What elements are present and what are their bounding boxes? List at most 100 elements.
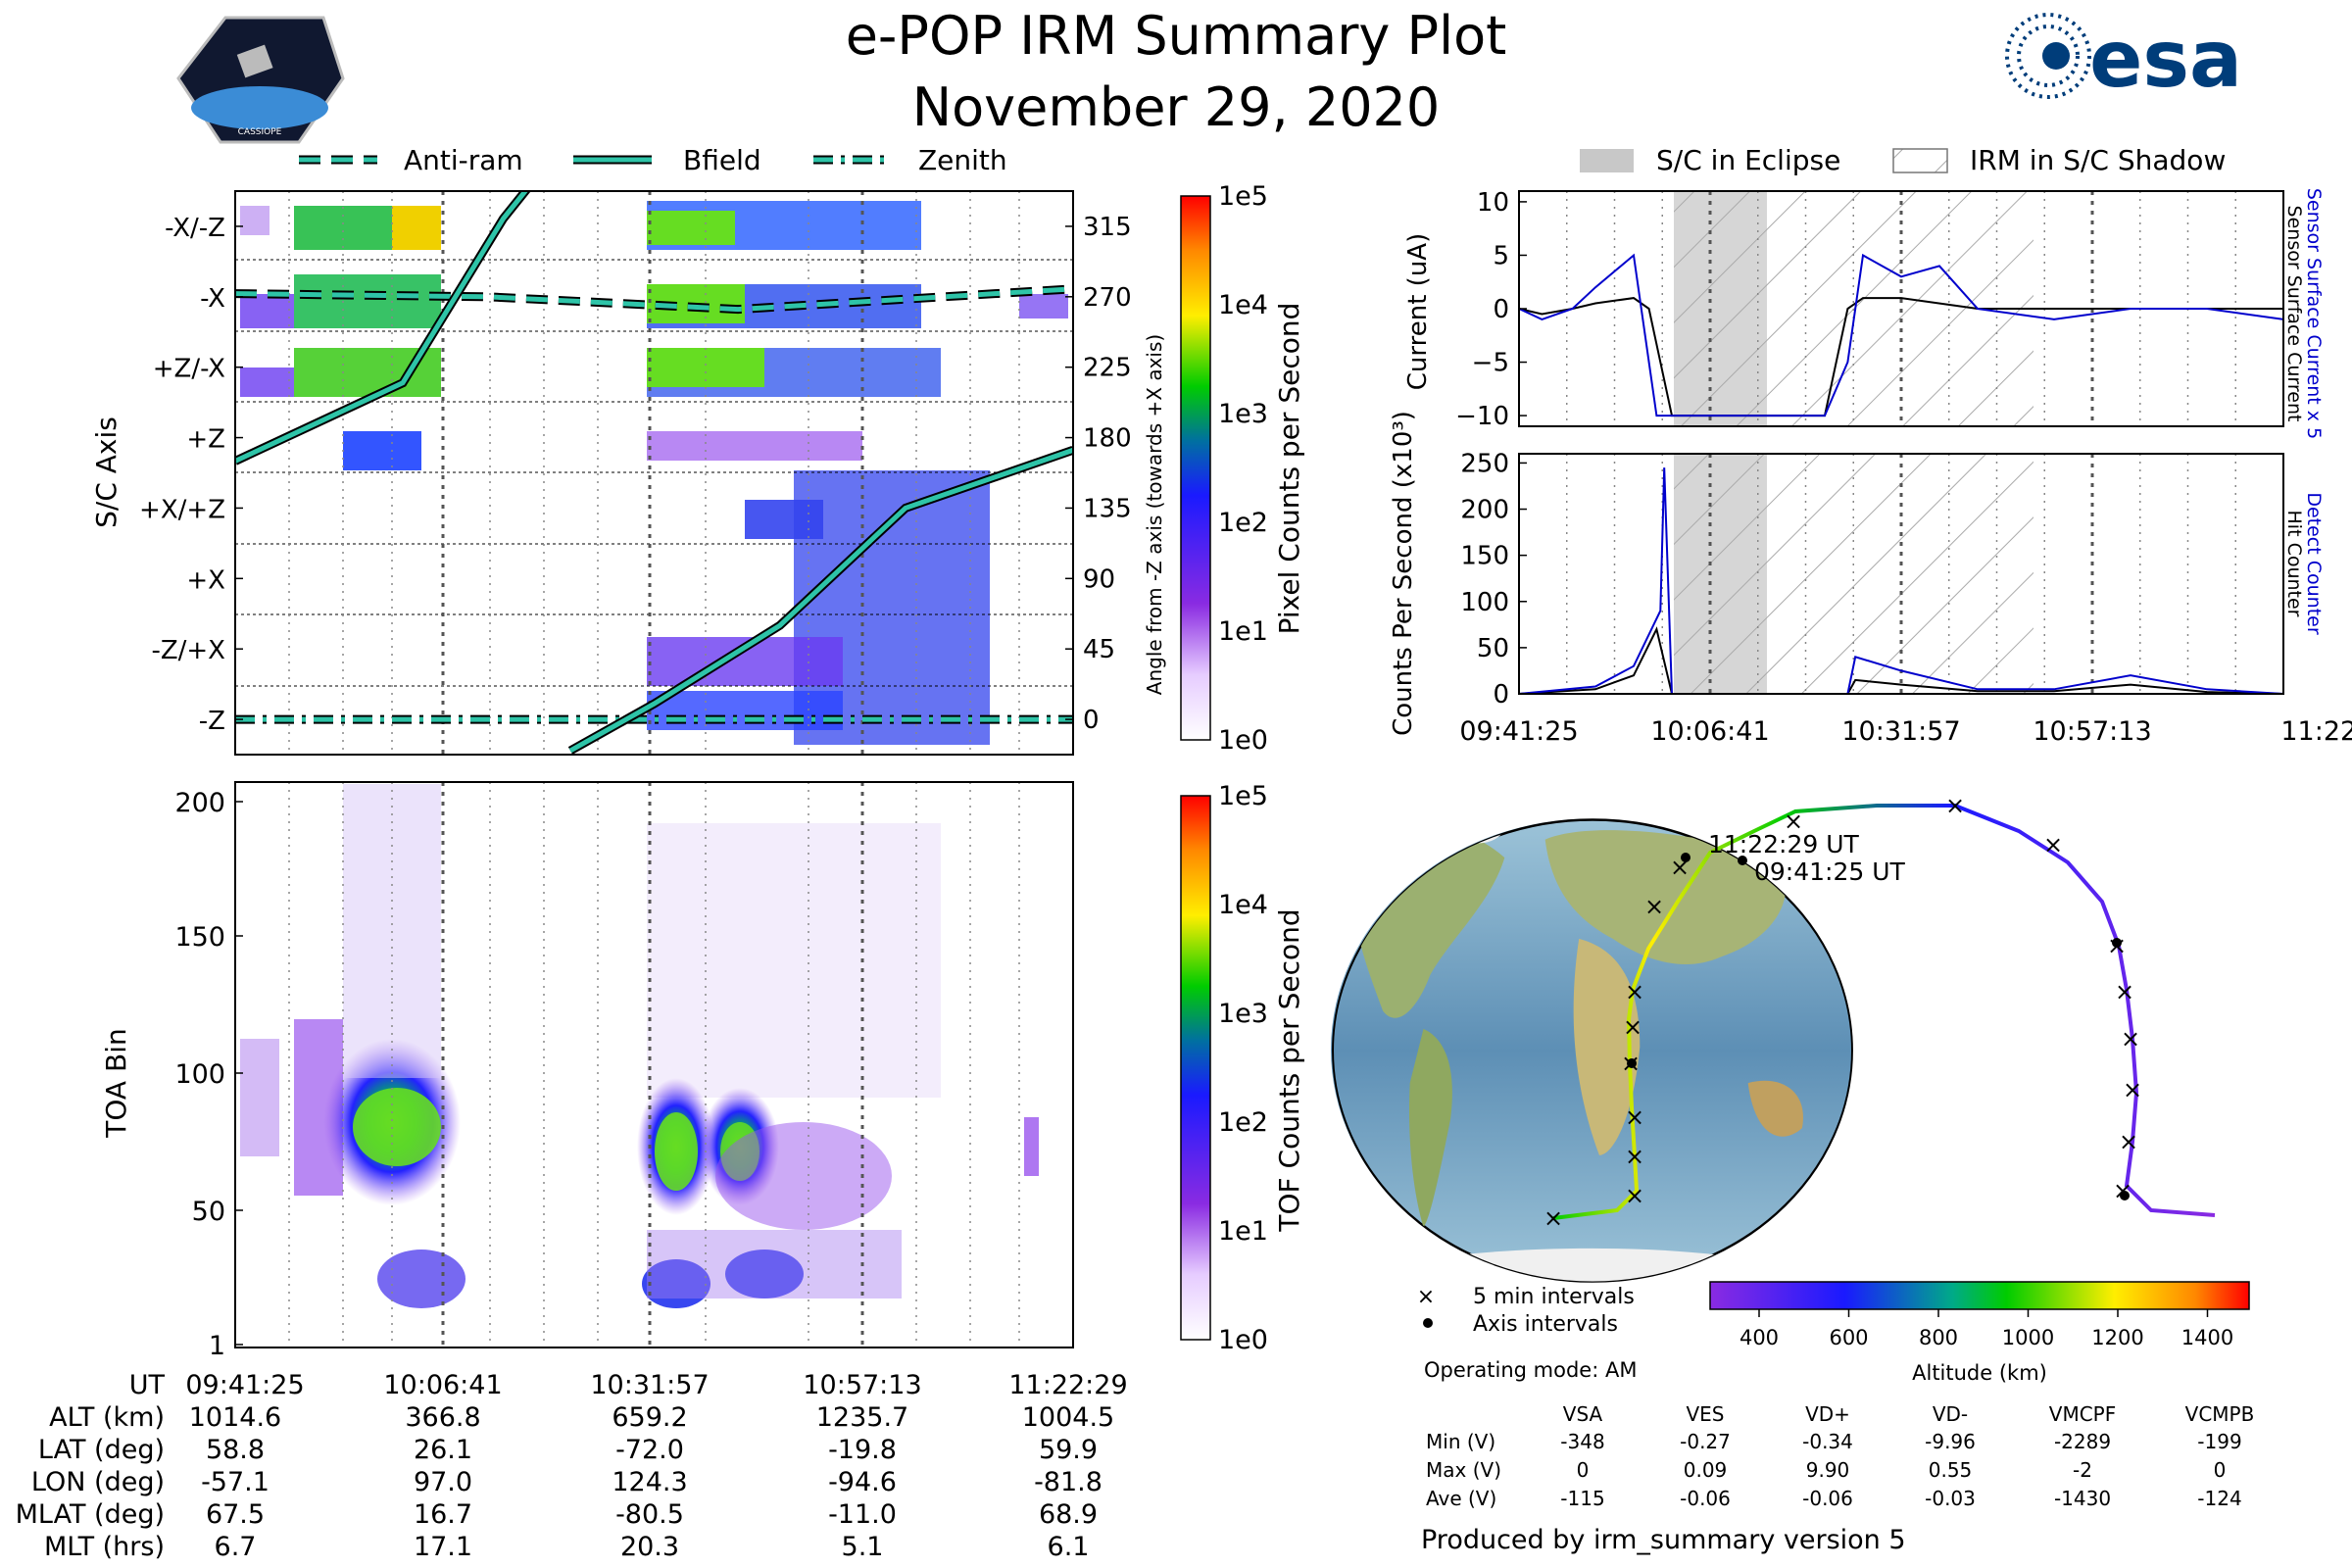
pixel-angle-tick: 90 xyxy=(1083,564,1115,594)
colorbar-tick: 1e5 xyxy=(1218,781,1268,811)
current-ylabel: Current (uA) xyxy=(1403,233,1433,390)
pixel-right-ylabel: Angle from -Z axis (towards +X axis) xyxy=(1143,334,1166,695)
colorbar-tick: 1e4 xyxy=(1218,290,1268,320)
counts-x-tick: 10:06:41 xyxy=(1650,716,1769,747)
ephemeris-row-label: UT xyxy=(129,1370,166,1400)
ephemeris-row-label: LON (deg) xyxy=(31,1467,165,1497)
ephemeris-cell: 6.7 xyxy=(215,1532,257,1562)
tof-y-tick: 50 xyxy=(192,1197,225,1227)
colorbar-tick: 1e4 xyxy=(1218,890,1268,920)
pixel-row-label: +X/+Z xyxy=(139,495,225,524)
current-y-ticks: 10 5 0 −5 −10 xyxy=(1455,188,1527,431)
counts-right-label-black: Hit Counter xyxy=(2283,511,2305,617)
ephemeris-cell: 1004.5 xyxy=(1022,1402,1114,1433)
voltage-cell: -2289 xyxy=(2054,1430,2111,1453)
colorbar-tick: 1e5 xyxy=(1218,181,1268,212)
tof-colorbar xyxy=(1180,795,1211,1341)
current-y-tick: 5 xyxy=(1493,241,1509,270)
legend-axis-label: Axis intervals xyxy=(1473,1312,1618,1337)
pixel-heatmap-panel: S/C Axis -X/-Z -X +Z/-X +Z +X/+Z +X -Z/+X -Z 31… xyxy=(90,181,1305,756)
pixel-row-label: -Z xyxy=(199,707,225,736)
altitude-tick: 400 xyxy=(1740,1326,1779,1349)
current-series-line xyxy=(1518,253,2284,417)
colorbar-tick: 1e2 xyxy=(1218,1107,1268,1138)
ephemeris-cell: 17.1 xyxy=(414,1532,472,1562)
current-panel: 10 5 0 −5 −10 Current (uA) Sensor Surface Cu… xyxy=(1403,188,2325,439)
legend-shadow-label: IRM in S/C Shadow xyxy=(1970,144,2226,176)
voltage-cell: -0.06 xyxy=(1680,1487,1731,1510)
counts-y-tick: 200 xyxy=(1460,496,1509,525)
current-y-tick: 0 xyxy=(1493,295,1509,324)
orbit-axis-marker xyxy=(1738,856,1747,865)
ephemeris-cell: 20.3 xyxy=(620,1532,679,1562)
orbit-axis-marker xyxy=(1627,1058,1637,1068)
ephemeris-cell: 366.8 xyxy=(405,1402,480,1433)
voltage-cell: -1430 xyxy=(2054,1487,2111,1510)
voltage-table: VSA VES VD+ VD- VMCPF VCMPB Min (V) -348 -0.27 -0… xyxy=(1426,1402,2254,1510)
orbit-map: ×××××××××××××××××× 11:22:29 UT 09:41:25 … xyxy=(1331,792,2216,1283)
ephemeris-cell: -11.0 xyxy=(828,1499,897,1530)
counts-frame xyxy=(1518,453,2284,695)
voltage-header: VD+ xyxy=(1805,1402,1850,1426)
current-y-tick: −5 xyxy=(1472,349,1509,378)
voltage-cell: -0.34 xyxy=(1802,1430,1853,1453)
pixel-row-label: +Z xyxy=(186,425,225,455)
pixel-angle-tick: 180 xyxy=(1083,424,1132,454)
colorbar-tick: 1e1 xyxy=(1218,616,1268,647)
voltage-row-label: Ave (V) xyxy=(1426,1487,1496,1510)
tof-heatmap-image xyxy=(235,782,1073,1348)
operating-mode: Operating mode: AM xyxy=(1424,1358,1637,1382)
ephemeris-cell: -94.6 xyxy=(828,1467,897,1497)
ephemeris-table: UT 09:41:25 10:06:41 10:31:57 10:57:13 11:22:… xyxy=(16,1370,1128,1562)
pixel-angle-tick: 45 xyxy=(1083,635,1115,664)
legend-zenith-label: Zenith xyxy=(918,144,1007,176)
legend-antiram-label: Anti-ram xyxy=(404,144,523,176)
altitude-colorbar-ticks: 400 600 800 1000 1200 1400 xyxy=(1740,1309,2233,1349)
voltage-cell: -199 xyxy=(2197,1430,2241,1453)
legend-interval5-label: 5 min intervals xyxy=(1473,1285,1635,1309)
ephemeris-cell: 97.0 xyxy=(414,1467,472,1497)
voltage-header: VMCPF xyxy=(2049,1402,2116,1426)
ephemeris-row-label: MLT (hrs) xyxy=(44,1532,165,1562)
orbit-5min-marker: × xyxy=(1945,792,1965,819)
orbit-5min-marker: × xyxy=(1644,893,1664,920)
ephemeris-row-label: MLAT (deg) xyxy=(16,1499,165,1530)
voltage-cell: 0 xyxy=(1577,1458,1590,1482)
legend-eclipse: S/C in Eclipse IRM in S/C Shadow xyxy=(1580,144,2226,176)
ephemeris-cell: 1235.7 xyxy=(816,1402,908,1433)
voltage-cell: -124 xyxy=(2197,1487,2241,1510)
pixel-row-label: +X xyxy=(186,565,225,595)
colorbar-tick: 1e0 xyxy=(1218,725,1268,756)
counts-y-ticks: 250 200 150 100 50 0 xyxy=(1460,449,1527,710)
pixel-angle-tick: 270 xyxy=(1083,283,1132,313)
ephemeris-cell: 26.1 xyxy=(414,1435,472,1465)
legend-axis-marker xyxy=(1423,1318,1433,1328)
altitude-tick: 1000 xyxy=(2002,1326,2054,1349)
tof-y-tick: 150 xyxy=(174,922,225,953)
pixel-angle-tick: 225 xyxy=(1083,354,1132,383)
ephemeris-cell: 16.7 xyxy=(414,1499,472,1530)
colorbar-tick: 1e2 xyxy=(1218,508,1268,538)
orbit-5min-marker: × xyxy=(2121,1025,2140,1053)
orbit-5min-marker: × xyxy=(2043,831,2063,858)
tof-colorbar-label: TOF Counts per Second xyxy=(1273,908,1305,1232)
legend-bfield-label: Bfield xyxy=(683,144,761,176)
legend-eclipse-label: S/C in Eclipse xyxy=(1656,144,1840,176)
counts-y-tick: 100 xyxy=(1460,588,1509,617)
pixel-row-labels: -X/-Z -X +Z/-X +Z +X/+Z +X -Z/+X -Z xyxy=(139,214,243,736)
footer-text: Produced by irm_summary version 5 xyxy=(1421,1525,1906,1555)
altitude-tick: 800 xyxy=(1919,1326,1958,1349)
voltage-cell: -0.06 xyxy=(1802,1487,1853,1510)
pixel-ylabel: S/C Axis xyxy=(90,416,122,528)
voltage-cell: -0.03 xyxy=(1925,1487,1976,1510)
map-continents xyxy=(1351,819,1803,1282)
ephemeris-cell: 67.5 xyxy=(206,1499,265,1530)
orbit-5min-marker: × xyxy=(2119,1128,2138,1155)
orbit-5min-marker: × xyxy=(1625,1182,1644,1209)
orbit-start-label: 09:41:25 UT xyxy=(1754,858,1906,886)
page-date: November 29, 2020 xyxy=(912,76,1441,138)
voltage-cell: 0 xyxy=(2214,1458,2227,1482)
voltage-cell: -9.96 xyxy=(1925,1430,1976,1453)
